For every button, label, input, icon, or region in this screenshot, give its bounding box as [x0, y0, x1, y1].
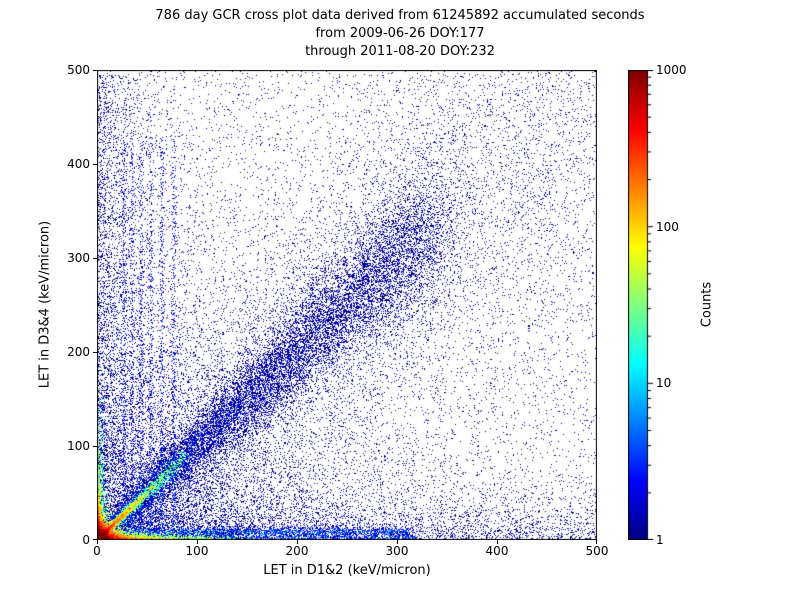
x-tick — [97, 540, 98, 544]
y-axis-label: LET in D3&4 (keV/micron) — [37, 220, 53, 389]
y-tick — [93, 164, 97, 165]
chart-subtitle-1: from 2009-06-26 DOY:177 — [315, 26, 485, 41]
chart-subtitle-2: through 2011-08-20 DOY:232 — [305, 44, 495, 59]
colorbar-tick-label: 1 — [656, 533, 664, 547]
x-tick — [297, 540, 298, 544]
x-tick-label: 100 — [185, 544, 209, 558]
y-tick-label: 500 — [67, 63, 90, 77]
colorbar-tick-label: 100 — [656, 219, 679, 234]
colorbar-label: Counts — [699, 281, 715, 328]
y-tick-label: 400 — [67, 157, 90, 171]
scatter-heatmap-canvas — [97, 70, 597, 540]
y-tick — [93, 446, 97, 447]
y-tick — [93, 258, 97, 259]
x-tick-label: 0 — [93, 544, 101, 558]
x-tick-label: 500 — [585, 544, 609, 558]
x-tick — [596, 540, 597, 544]
chart-title: 786 day GCR cross plot data derived from… — [155, 8, 645, 23]
y-tick — [93, 539, 97, 540]
y-tick — [93, 70, 97, 71]
x-tick — [497, 540, 498, 544]
y-tick-label: 0 — [82, 533, 90, 547]
y-tick-label: 100 — [67, 439, 90, 453]
x-tick — [397, 540, 398, 544]
y-tick — [93, 352, 97, 353]
y-tick-label: 300 — [67, 251, 90, 265]
colorbar-tick-label: 1000 — [656, 63, 687, 77]
x-tick-label: 300 — [385, 544, 409, 558]
colorbar-tick-label: 10 — [656, 376, 672, 391]
y-tick-label: 200 — [67, 345, 90, 359]
x-axis-label: LET in D1&2 (keV/micron) — [263, 563, 431, 578]
x-tick-label: 200 — [285, 544, 309, 558]
colorbar-canvas — [628, 70, 654, 540]
x-tick-label: 400 — [485, 544, 509, 558]
x-tick — [197, 540, 198, 544]
